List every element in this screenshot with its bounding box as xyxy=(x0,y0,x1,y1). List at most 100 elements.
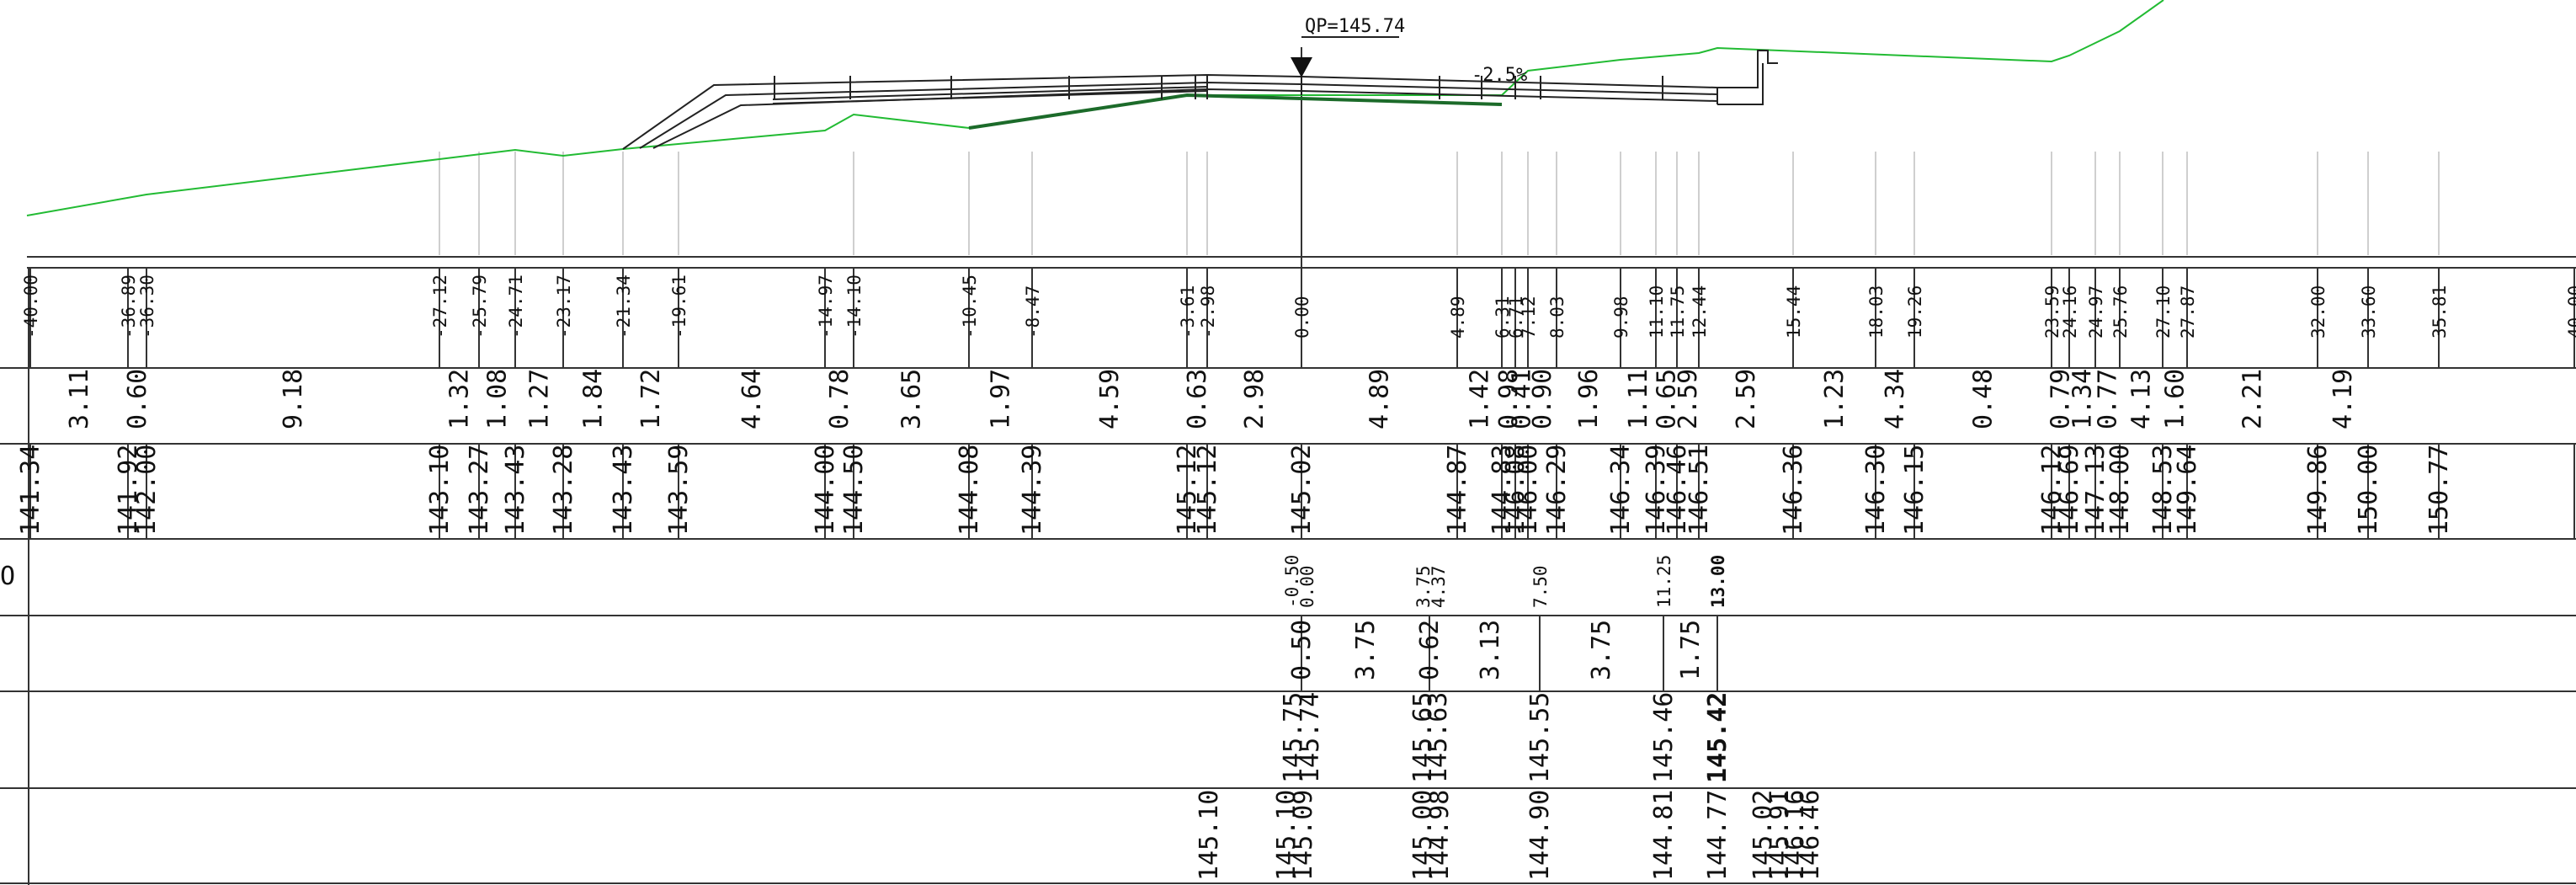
partial-distance-label: 0.63 xyxy=(1183,369,1212,429)
terrain-elevation-label: 150.00 xyxy=(2354,445,2383,536)
terrain-elevation-label: 146.12 xyxy=(2037,445,2067,536)
terrain-elevation-label: 143.10 xyxy=(425,445,455,536)
terrain-elevation-label: 145.12 xyxy=(1173,445,1202,536)
bottom-elevation-label: 144.98 xyxy=(1425,790,1455,881)
station-label: -21.34 xyxy=(614,275,634,339)
station-label: 40.00 xyxy=(2565,285,2576,339)
design-elevation-label: 145.75 xyxy=(1279,692,1308,783)
terrain-elevation-label: 144.50 xyxy=(839,445,869,536)
water-level-triangle-icon xyxy=(1291,57,1312,77)
station-label: 19.26 xyxy=(1905,285,1925,339)
partial-distance-label: 0.60 xyxy=(123,369,152,429)
partial-distance-label: 2.21 xyxy=(2238,369,2268,429)
station-label: -24.71 xyxy=(506,275,526,339)
station-label: 33.60 xyxy=(2359,285,2379,339)
partial-distance-label: 1.11 xyxy=(1624,369,1653,429)
bottom-elevation-label: 146.16 xyxy=(1780,790,1810,881)
terrain-elevation-label: 149.86 xyxy=(2303,445,2333,536)
station-label: 15.44 xyxy=(1784,285,1804,339)
partial-distance-label: 4.64 xyxy=(737,369,767,429)
terrain-elevation-label: 146.51 xyxy=(1685,445,1714,536)
station-label: -3.61 xyxy=(1178,285,1198,339)
partial-distance-label: 0.77 xyxy=(2094,369,2123,429)
bottom-elevation-label: 145.02 xyxy=(1748,790,1778,881)
water-level-marker: QP=145.74 xyxy=(1291,16,1405,77)
terrain-elevation-label: 146.30 xyxy=(1861,445,1891,536)
station-label: 4.89 xyxy=(1448,296,1468,339)
design-offset-label: 3.75 xyxy=(1413,565,1434,608)
station-label: -27.12 xyxy=(430,275,450,339)
terrain-elevation-label: 148.53 xyxy=(2148,445,2178,536)
bottom-elevation-label: 145.00 xyxy=(1408,790,1438,881)
terrain-elevation-label: 141.92 xyxy=(114,445,143,536)
station-label: 25.76 xyxy=(2110,285,2131,339)
partial-distance-label: 0.78 xyxy=(825,369,854,429)
terrain-elevation-label: 143.27 xyxy=(465,445,494,536)
partial-distance-label: 0.41 xyxy=(1508,369,1537,429)
bottom-elevation-label: 145.09 xyxy=(1289,790,1318,881)
station-ticks xyxy=(29,268,2575,691)
bottom-elevation-label: 145.91 xyxy=(1765,790,1795,881)
terrain-elevation-label: 143.28 xyxy=(549,445,578,536)
terrain-profile xyxy=(26,0,2164,216)
partial-distance-label: 1.42 xyxy=(1466,369,1495,429)
bottom-elevation-label: 145.10 xyxy=(1272,790,1301,881)
data-band-grid xyxy=(0,267,2576,885)
terrain-elevation-label: 144.87 xyxy=(1443,445,1472,536)
bottom-elevation-label: 144.81 xyxy=(1649,790,1679,881)
partial-distance-label: 3.11 xyxy=(65,369,94,429)
design-base-line xyxy=(968,93,1503,130)
pavement-layer xyxy=(772,86,1208,100)
station-label: -14.97 xyxy=(816,275,836,339)
profile-drawing xyxy=(26,0,2576,268)
partial-distance-label: 1.08 xyxy=(483,369,513,429)
terrain-elevation-label: 146.39 xyxy=(1642,445,1671,536)
terrain-elevation-label: 145.12 xyxy=(1193,445,1222,536)
station-label: 12.44 xyxy=(1690,285,1710,339)
bottom-elevation-label: 145.10 xyxy=(1195,790,1224,881)
design-elevation-label: 145.42 xyxy=(1703,692,1732,783)
design-elevation-label: 145.74 xyxy=(1296,692,1325,783)
partial-distance-label: 3.65 xyxy=(897,369,927,429)
bottom-elevation-label: 144.90 xyxy=(1525,790,1555,881)
partial-distance-label: 1.84 xyxy=(579,369,609,429)
station-label: 27.87 xyxy=(2178,285,2198,339)
terrain-elevation-label: 141.34 xyxy=(16,445,45,536)
terrain-elevation-label: 144.08 xyxy=(955,445,984,536)
design-offset-label: 11.25 xyxy=(1654,555,1674,608)
station-label: -14.10 xyxy=(844,275,865,339)
station-label: 23.59 xyxy=(2042,285,2062,339)
station-label: -25.79 xyxy=(470,275,490,339)
terrain-elevation-label: 142.00 xyxy=(132,445,162,536)
partial-distance-label: 4.19 xyxy=(2329,369,2358,429)
design-partial-label: 3.75 xyxy=(1351,620,1381,680)
station-label: 9.98 xyxy=(1611,296,1631,339)
station-label: -36.30 xyxy=(137,275,157,339)
partial-distance-label: 2.59 xyxy=(1674,369,1703,429)
partial-distance-label: 0.65 xyxy=(1653,369,1682,429)
pavement-layer xyxy=(622,73,1718,150)
design-offset-label: 4.37 xyxy=(1429,565,1449,608)
terrain-elevation-label: 146.08 xyxy=(1501,445,1530,536)
terrain-elevation-label: 148.00 xyxy=(2105,445,2135,536)
station-label: -2.98 xyxy=(1198,285,1218,339)
partial-distance-label: 0.48 xyxy=(1969,369,1999,429)
terrain-elevation-label: 150.77 xyxy=(2424,445,2454,536)
terrain-elevation-label: 144.83 xyxy=(1488,445,1517,536)
partial-distance-label: 1.34 xyxy=(2068,369,2098,429)
station-label: 32.00 xyxy=(2308,285,2329,339)
station-label: 24.16 xyxy=(2060,285,2080,339)
design-partial-label: 0.50 xyxy=(1287,620,1317,680)
terrain-elevation-label: 146.15 xyxy=(1900,445,1929,536)
partial-distance-label: 1.27 xyxy=(525,369,555,429)
terrain-elevation-label: 146.69 xyxy=(2055,445,2084,536)
pavement-layer xyxy=(772,90,1208,104)
station-label: -36.89 xyxy=(119,275,139,339)
station-label: 0.00 xyxy=(1292,296,1312,339)
row-left-marker: O xyxy=(0,562,15,591)
partial-distance-label: 1.96 xyxy=(1574,369,1604,429)
partial-distance-label: 4.89 xyxy=(1365,369,1395,429)
design-offset-label: -0.50 xyxy=(1282,555,1302,608)
design-elevation-label: 145.63 xyxy=(1424,692,1453,783)
partial-distance-label: 0.98 xyxy=(1494,369,1524,429)
